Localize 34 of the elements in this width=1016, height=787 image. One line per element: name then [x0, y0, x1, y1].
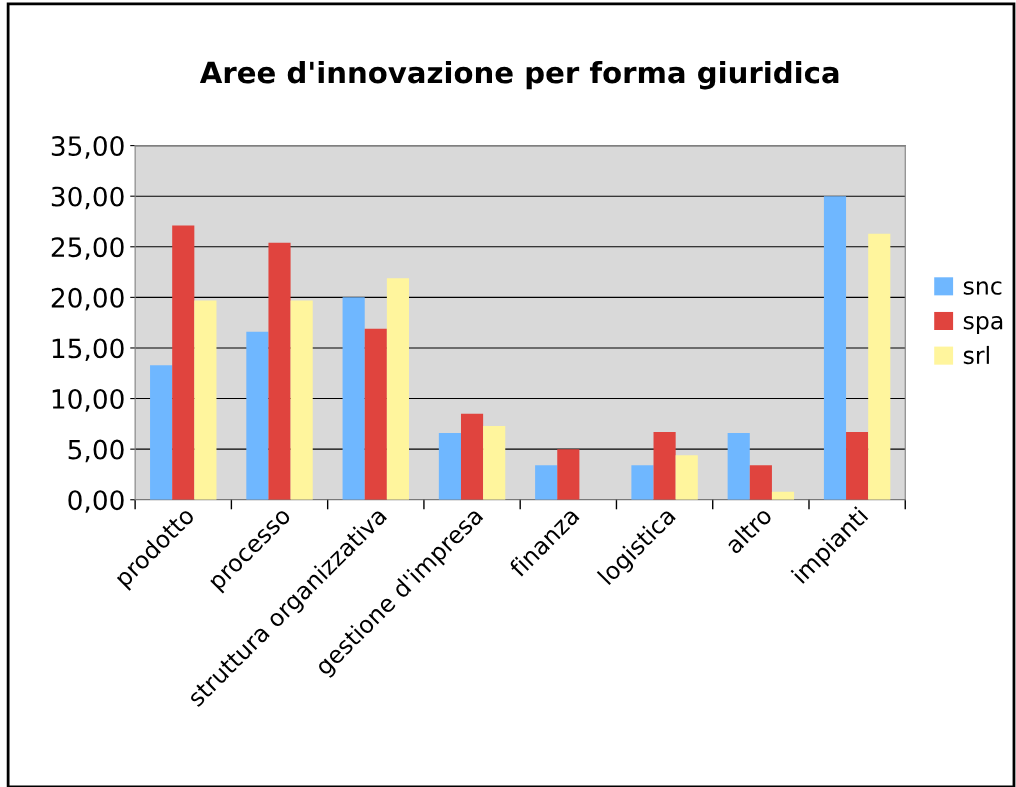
bar — [364, 328, 387, 500]
bar — [653, 431, 676, 500]
bar — [290, 300, 313, 500]
y-tick-label: 20,00 — [51, 287, 124, 311]
bar — [535, 465, 558, 500]
bar — [246, 331, 269, 500]
bar — [749, 465, 772, 500]
bar — [386, 278, 409, 500]
bar — [460, 413, 484, 500]
bar — [342, 297, 365, 500]
y-tick-label: 35,00 — [51, 136, 124, 159]
bar — [483, 425, 506, 500]
bar — [631, 465, 654, 500]
y-tick-label: 30,00 — [51, 186, 124, 210]
legend-label: snc — [963, 281, 1002, 295]
y-tick-label: 10,00 — [52, 389, 124, 412]
bar — [438, 432, 461, 500]
bar — [557, 449, 580, 500]
bar — [150, 365, 173, 500]
bar — [675, 455, 698, 500]
bar — [194, 300, 217, 500]
y-tick-label: 0,00 — [68, 490, 124, 513]
legend-label: spa — [963, 315, 1003, 335]
y-tick-label: 5,00 — [68, 439, 124, 463]
y-tick-label: 15,00 — [52, 338, 124, 362]
legend-label: srl — [963, 345, 989, 365]
y-tick-label: 25,00 — [51, 237, 124, 260]
bar — [846, 431, 869, 500]
bar — [727, 432, 750, 500]
bar — [268, 242, 291, 500]
bar — [172, 225, 195, 500]
bar — [868, 233, 891, 500]
chart-title: Aree d'innovazione per forma giuridica — [199, 60, 839, 90]
bar — [823, 196, 847, 500]
